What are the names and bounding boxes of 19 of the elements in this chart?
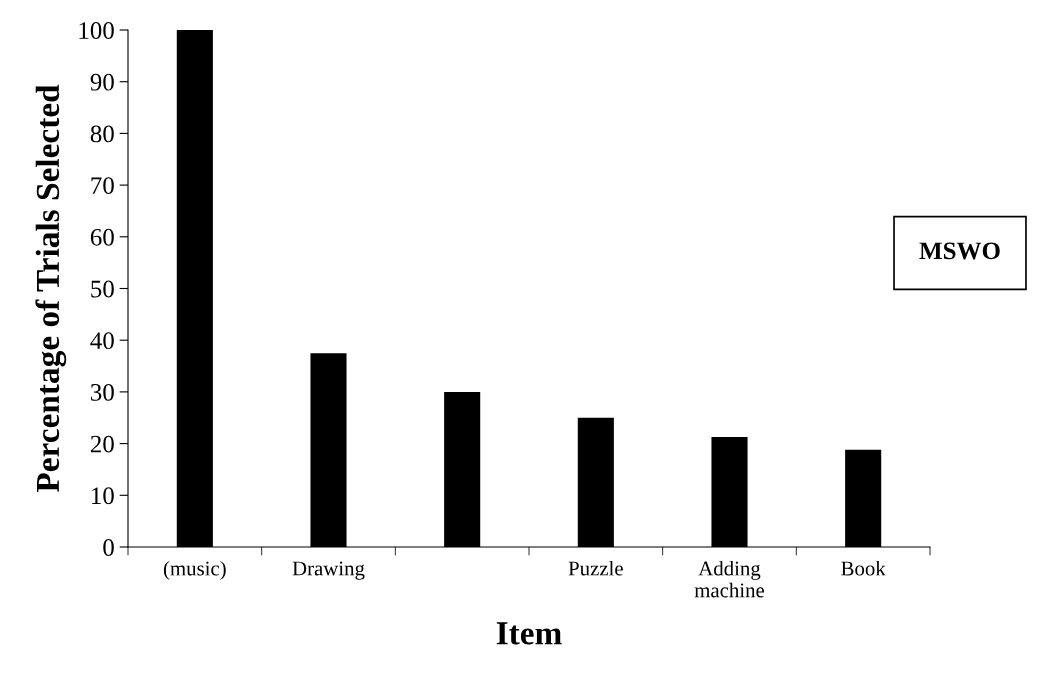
- x-tick-label: Adding machine: [694, 560, 765, 598]
- y-tick-label: 10: [92, 487, 114, 505]
- y-tick-label: 40: [90, 332, 114, 350]
- y-tick-label: 60: [90, 228, 114, 246]
- y-tick-label: 80: [90, 125, 114, 143]
- y-tick-label: 30: [91, 383, 114, 401]
- annotation: MSWO: [919, 242, 1000, 260]
- x-tick-label: Book: [841, 560, 886, 576]
- x-tick-label: Puzzle: [568, 560, 623, 576]
- y-tick-label: 100: [79, 22, 114, 39]
- y-tick-label: 90: [90, 73, 114, 91]
- y-tick-label: 20: [90, 435, 114, 453]
- y-tick-label: 70: [91, 177, 114, 195]
- y-tick-label: 50: [91, 280, 114, 298]
- x-tick-label: Drawing: [292, 561, 365, 580]
- x-tick-label: (music): [163, 560, 226, 580]
- x-axis-title: Item: [496, 622, 562, 645]
- y-tick-label: 0: [103, 539, 114, 556]
- y-axis-title: Percentage of Trials Selected: [35, 84, 67, 493]
